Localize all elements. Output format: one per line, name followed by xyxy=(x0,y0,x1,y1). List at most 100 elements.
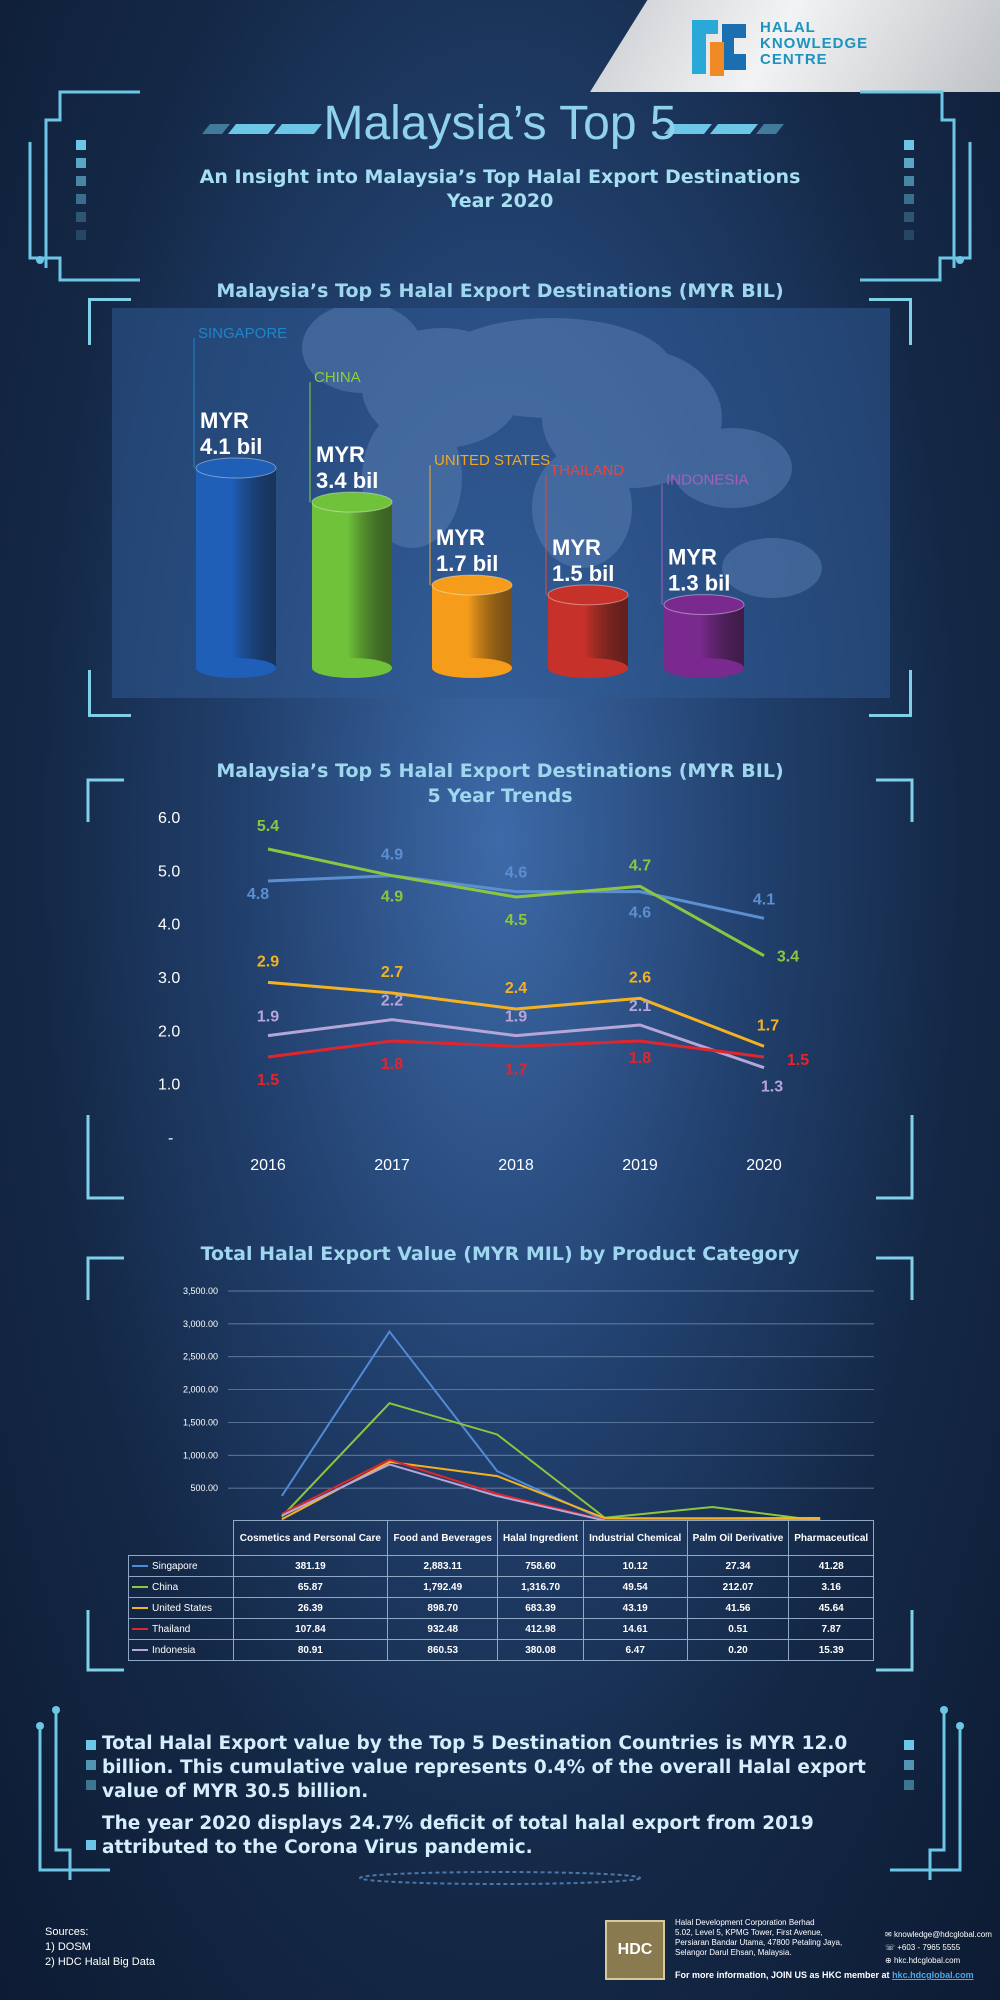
data-label: 4.6 xyxy=(505,865,527,882)
trend-chart: 6.0 5.0 4.0 3.0 2.0 1.0 - 2016 2017 2018 2019 2020 4… xyxy=(158,810,809,1174)
data-label: 2.2 xyxy=(381,993,403,1010)
series-name: Indonesia xyxy=(152,1644,196,1656)
bar-base xyxy=(432,658,512,678)
table-cell: 26.39 xyxy=(232,1597,389,1619)
table-cell: 45.64 xyxy=(788,1597,874,1619)
trend-series-2: 2.9 2.7 2.4 2.6 1.7 xyxy=(257,953,779,1048)
bar-top xyxy=(431,574,513,596)
footer-cta-link[interactable]: hkc.hdcglobal.com xyxy=(892,1970,974,1980)
series-line xyxy=(267,847,765,957)
page-year: Year 2020 xyxy=(446,190,554,212)
data-label: 4.6 xyxy=(629,905,651,922)
table-cell: 0.51 xyxy=(686,1618,790,1640)
bar-category-label: UNITED STATES xyxy=(434,452,550,469)
x-tick-label: 2020 xyxy=(746,1157,782,1174)
bar-top xyxy=(195,457,277,479)
table-column-header: Palm Oil Derivative xyxy=(686,1520,790,1556)
data-label: 2.6 xyxy=(629,969,651,986)
y-tick-label: - xyxy=(215,1516,218,1520)
table-cell: 3.16 xyxy=(788,1576,874,1598)
data-label: 1.9 xyxy=(505,1009,527,1026)
bracket-br xyxy=(869,670,912,717)
data-label: 3.4 xyxy=(777,949,799,966)
category-series-singapore xyxy=(280,1329,821,1520)
brand-name: HALAL KNOWLEDGE CENTRE xyxy=(760,19,869,68)
series-line xyxy=(267,874,765,920)
bar-shade xyxy=(432,585,512,668)
map-landmass xyxy=(722,538,822,598)
table-cell: 898.70 xyxy=(387,1597,499,1619)
bracket-tl xyxy=(88,298,131,345)
table-cell: 381.19 xyxy=(232,1555,389,1577)
data-label: 1.7 xyxy=(505,1061,527,1078)
legend-swatch xyxy=(132,1585,148,1588)
y-tick-label: 2,000.00 xyxy=(183,1385,218,1395)
brand-banner: HALAL KNOWLEDGE CENTRE xyxy=(590,0,1000,92)
sources: Sources: 1) DOSM 2) HDC Halal Big Data xyxy=(45,1926,156,1968)
data-label: 1.8 xyxy=(381,1056,403,1073)
table-row-label: Singapore xyxy=(128,1555,234,1577)
category-chart: 3,500.00 3,000.00 2,500.00 2,000.00 1,500.00… xyxy=(183,1286,874,1520)
table-column-header: Food and Beverages xyxy=(387,1520,499,1556)
table-cell: 212.07 xyxy=(686,1576,790,1598)
data-label: 1.9 xyxy=(257,1009,279,1026)
legend-swatch xyxy=(132,1606,148,1609)
bar-shade xyxy=(664,604,744,668)
page-subtitle: An Insight into Malaysia’s Top Halal Exp… xyxy=(199,166,801,188)
table-row-label: Indonesia xyxy=(128,1639,234,1661)
table-cell: 10.12 xyxy=(582,1555,688,1577)
bar-base xyxy=(664,658,744,678)
table-cell: 41.56 xyxy=(686,1597,790,1619)
table-cell: 2,883.11 xyxy=(387,1555,499,1577)
table-row: United States 26.39 898.70 683.39 43.19 41.56… xyxy=(128,1597,874,1619)
data-label: 1.3 xyxy=(761,1079,783,1096)
table-cell: 65.87 xyxy=(232,1576,389,1598)
x-tick-label: 2016 xyxy=(250,1157,286,1174)
table-cell: 758.60 xyxy=(497,1555,584,1577)
footer-web[interactable]: hkc.hdcglobal.com xyxy=(893,1956,961,1965)
series-name: China xyxy=(152,1581,179,1593)
table-column-header: Halal Ingredient xyxy=(497,1520,584,1556)
table-header-row: Cosmetics and Personal Care Food and Beve… xyxy=(129,1520,874,1556)
bar-base xyxy=(548,658,628,678)
data-label: 4.9 xyxy=(381,847,403,864)
bar-category-label: THAILAND xyxy=(550,462,624,479)
category-series-china xyxy=(281,1402,821,1520)
hdc-logo: HDC xyxy=(605,1920,665,1980)
y-tick-label: 1.0 xyxy=(158,1077,180,1094)
table-cell: 1,316.70 xyxy=(497,1576,584,1598)
summary-paragraph-1: Total Halal Export value by the Top 5 De… xyxy=(102,1733,866,1802)
data-label: 4.9 xyxy=(381,889,403,906)
bar-value-label: MYR xyxy=(436,525,485,550)
map-landmass xyxy=(532,448,632,568)
map-landmass xyxy=(672,428,792,508)
series-name: United States xyxy=(152,1602,213,1614)
y-tick-label: 1,500.00 xyxy=(183,1417,218,1427)
data-label: 1.8 xyxy=(629,1050,651,1067)
table-cell: 7.87 xyxy=(788,1618,874,1640)
legend-swatch xyxy=(132,1564,148,1567)
email-icon: ✉ xyxy=(885,1930,894,1939)
category-data-table: Cosmetics and Personal Care Food and Beve… xyxy=(128,1520,874,1661)
footer-email[interactable]: knowledge@hdcglobal.com xyxy=(893,1930,992,1939)
x-tick-label: 2017 xyxy=(374,1157,410,1174)
table-column-header: Cosmetics and Personal Care xyxy=(232,1520,389,1556)
data-label: 2.4 xyxy=(505,980,527,997)
y-tick-label: 4.0 xyxy=(158,917,180,934)
table-cell: 0.20 xyxy=(686,1639,790,1661)
bar-category-label: INDONESIA xyxy=(666,472,749,489)
summary-text: Total Halal Export value by the Top 5 De… xyxy=(102,1732,907,1860)
data-label: 4.8 xyxy=(247,886,269,903)
data-label: 2.9 xyxy=(257,953,279,970)
data-label: 2.7 xyxy=(381,964,403,981)
footer: HDC Halal Development Corporation Berhad… xyxy=(605,1918,1000,2000)
globe-icon: ⊕ xyxy=(885,1956,894,1965)
bar-shade xyxy=(196,468,276,668)
table-cell: 6.47 xyxy=(582,1639,688,1661)
data-label: 1.7 xyxy=(757,1017,779,1034)
data-label: 1.5 xyxy=(787,1052,809,1069)
map-landmass xyxy=(362,328,522,448)
table-row-label: United States xyxy=(128,1597,234,1619)
